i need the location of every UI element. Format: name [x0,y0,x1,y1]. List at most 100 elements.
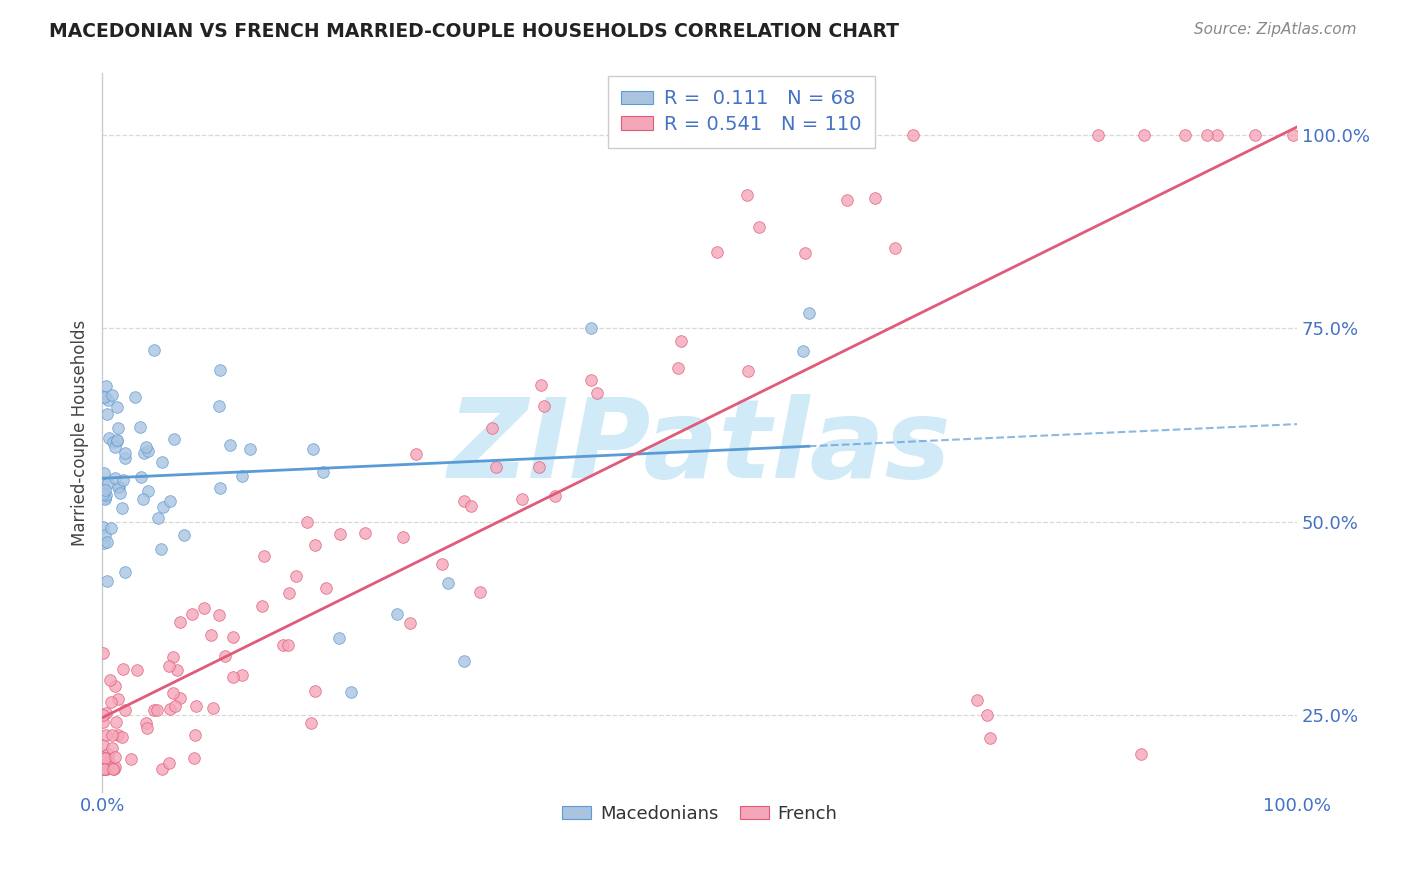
Point [105,400,128,414]
Point [96,535,118,549]
Point [222,630,245,644]
Point [405,447,427,461]
Point [1195,128,1218,142]
Point [91,708,114,723]
Point [436,576,458,591]
Point [1087,128,1109,142]
Point [304,537,326,551]
Point [231,668,253,682]
Point [125,663,148,677]
Point [315,581,337,595]
Point [277,638,299,652]
Point [304,683,326,698]
Point [91,646,114,660]
Point [208,481,231,495]
Point [101,388,124,402]
Point [104,679,127,693]
Point [208,363,231,377]
Point [979,731,1001,746]
Point [93,466,115,480]
Point [114,565,136,579]
Text: Source: ZipAtlas.com: Source: ZipAtlas.com [1194,22,1357,37]
Point [579,321,602,335]
Point [91,476,114,491]
Point [100,521,122,535]
Point [114,703,136,717]
Text: ZIPatlas: ZIPatlas [449,393,952,500]
Point [312,465,335,479]
Point [329,526,352,541]
Point [162,650,184,665]
Point [219,438,242,452]
Point [903,128,925,142]
Point [105,434,128,448]
Point [527,459,550,474]
Point [159,493,181,508]
Point [302,442,325,457]
Point [93,762,115,776]
Point [107,692,129,706]
Point [162,686,184,700]
Point [101,762,124,776]
Point [145,703,167,717]
Point [136,721,159,735]
Point [166,663,188,677]
Point [132,491,155,506]
Point [101,435,124,450]
Point [183,750,205,764]
Point [481,420,503,434]
Point [883,241,905,255]
Point [152,500,174,515]
Point [94,751,117,765]
Point [157,756,180,771]
Point [114,446,136,460]
Point [794,246,817,260]
Point [163,698,186,713]
Point [1129,747,1152,761]
Point [149,542,172,557]
Point [392,530,415,544]
Point [385,607,408,622]
Point [112,473,135,487]
Point [100,695,122,709]
Point [1133,128,1156,142]
Point [430,557,453,571]
Point [586,385,609,400]
Point [273,638,295,652]
Point [132,446,155,460]
Point [543,489,565,503]
Point [94,483,117,497]
Point [976,708,998,723]
Point [184,728,207,742]
Point [97,393,120,408]
Y-axis label: Married-couple Households: Married-couple Households [72,319,89,546]
Text: MACEDONIAN VS FRENCH MARRIED-COUPLE HOUSEHOLDS CORRELATION CHART: MACEDONIAN VS FRENCH MARRIED-COUPLE HOUS… [49,22,900,41]
Point [97,754,120,768]
Point [1282,128,1305,142]
Point [135,440,157,454]
Point [797,306,820,320]
Point [837,193,859,207]
Point [94,379,117,393]
Point [107,421,129,435]
Point [737,364,759,378]
Point [200,628,222,642]
Point [706,244,728,259]
Point [101,728,124,742]
Point [460,500,482,514]
Point [453,493,475,508]
Point [93,391,115,405]
Point [128,419,150,434]
Point [105,715,128,730]
Point [666,360,689,375]
Point [120,752,142,766]
Point [107,480,129,494]
Point [285,569,308,583]
Point [792,344,814,359]
Point [96,487,118,501]
Point [208,399,231,413]
Point [1206,128,1229,142]
Point [93,762,115,776]
Point [579,373,602,387]
Point [104,750,127,764]
